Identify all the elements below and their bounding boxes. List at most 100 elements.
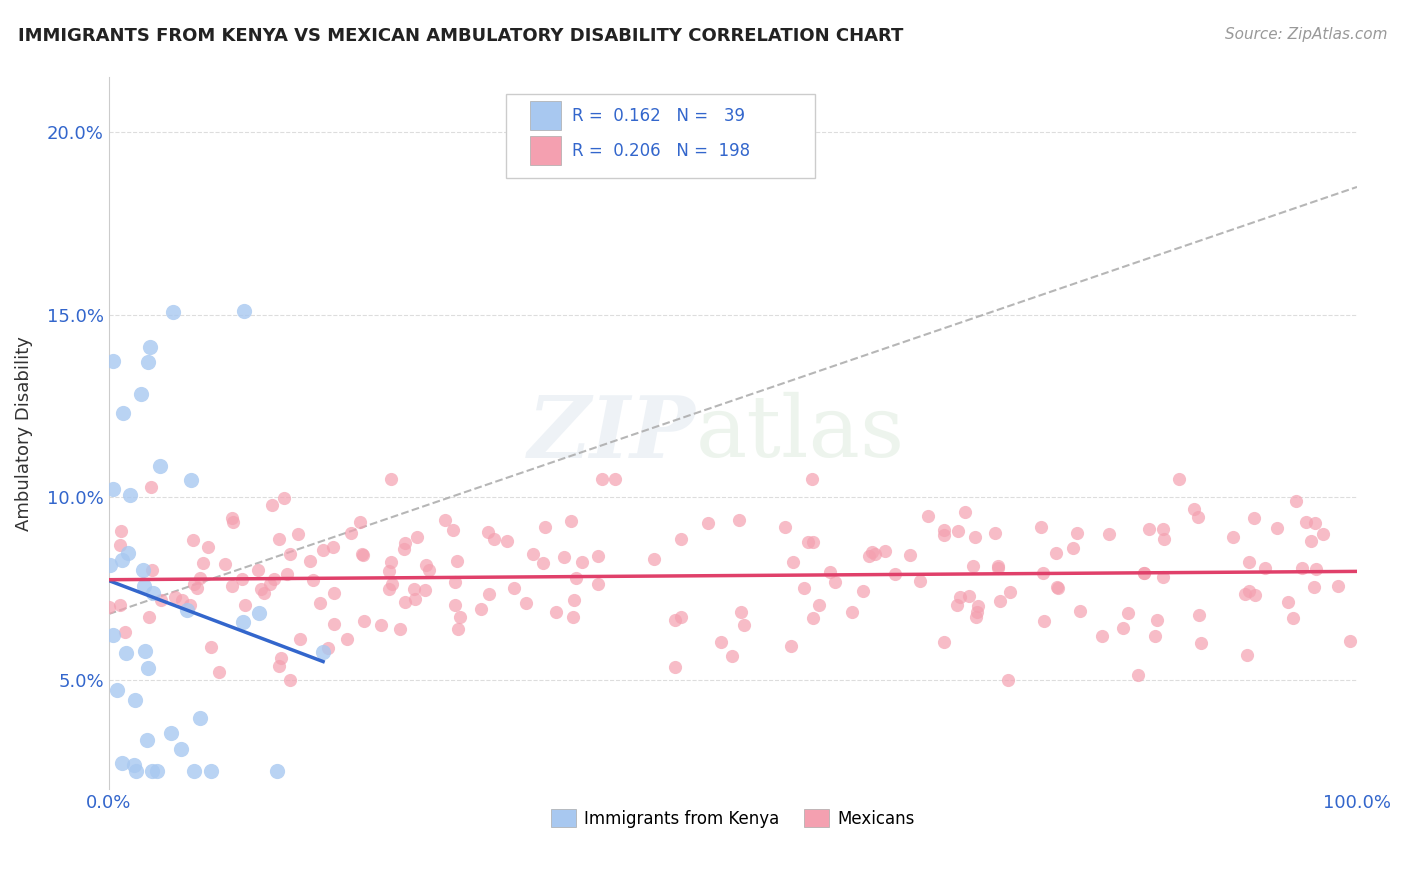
Point bbox=[208, 665, 231, 679]
Point bbox=[115, 646, 138, 660]
Point bbox=[1312, 527, 1334, 541]
Point bbox=[112, 406, 135, 420]
Point bbox=[404, 591, 426, 606]
Point bbox=[278, 673, 301, 687]
Point bbox=[221, 579, 243, 593]
Point bbox=[197, 540, 219, 554]
Point bbox=[696, 516, 718, 530]
Point bbox=[862, 545, 884, 559]
Point bbox=[1045, 546, 1067, 560]
Point bbox=[1265, 520, 1288, 534]
Point bbox=[352, 548, 374, 562]
Point bbox=[1126, 667, 1149, 681]
Point bbox=[247, 606, 270, 620]
Point bbox=[149, 593, 172, 607]
Point bbox=[1237, 555, 1260, 569]
Point bbox=[534, 520, 557, 534]
Point bbox=[299, 554, 322, 568]
Point bbox=[1303, 516, 1326, 531]
Point bbox=[149, 458, 172, 473]
Point bbox=[503, 581, 526, 595]
Point bbox=[824, 575, 846, 590]
Text: IMMIGRANTS FROM KENYA VS MEXICAN AMBULATORY DISABILITY CORRELATION CHART: IMMIGRANTS FROM KENYA VS MEXICAN AMBULAT… bbox=[18, 27, 904, 45]
Point bbox=[183, 764, 205, 778]
Point bbox=[380, 472, 402, 486]
Point bbox=[267, 659, 290, 673]
Point bbox=[110, 524, 132, 538]
Point bbox=[1066, 526, 1088, 541]
Point bbox=[232, 303, 254, 318]
Point bbox=[111, 553, 134, 567]
Point bbox=[188, 571, 211, 585]
Point bbox=[1112, 621, 1135, 635]
Point bbox=[162, 304, 184, 318]
Point bbox=[544, 606, 567, 620]
Point bbox=[449, 610, 471, 624]
Point bbox=[179, 598, 201, 612]
Point bbox=[247, 563, 270, 577]
Point bbox=[710, 634, 733, 648]
Point bbox=[949, 590, 972, 604]
Point bbox=[380, 555, 402, 569]
Point bbox=[962, 559, 984, 574]
Point bbox=[522, 547, 544, 561]
Point bbox=[413, 582, 436, 597]
Point bbox=[287, 526, 309, 541]
Point bbox=[381, 576, 404, 591]
Point bbox=[1233, 587, 1256, 601]
Point bbox=[643, 551, 665, 566]
Text: R =  0.206   N =  198: R = 0.206 N = 198 bbox=[572, 142, 751, 160]
Point bbox=[250, 582, 273, 596]
Point bbox=[967, 599, 990, 614]
Point bbox=[222, 516, 245, 530]
Text: ZIP: ZIP bbox=[527, 392, 696, 475]
Point bbox=[1327, 579, 1350, 593]
Text: R =  0.162   N =   39: R = 0.162 N = 39 bbox=[572, 107, 745, 125]
Point bbox=[118, 488, 141, 502]
Point bbox=[267, 533, 290, 547]
Point bbox=[406, 530, 429, 544]
Point bbox=[108, 598, 131, 612]
Point bbox=[402, 582, 425, 597]
Point bbox=[664, 659, 686, 673]
Point bbox=[134, 644, 156, 658]
Point bbox=[1237, 583, 1260, 598]
Point bbox=[1098, 526, 1121, 541]
Point bbox=[340, 526, 363, 541]
Point bbox=[1189, 636, 1212, 650]
Point bbox=[782, 555, 804, 569]
Point bbox=[443, 598, 465, 612]
Point bbox=[934, 634, 956, 648]
Point bbox=[316, 641, 339, 656]
Point bbox=[139, 341, 162, 355]
Point bbox=[1285, 493, 1308, 508]
Point bbox=[1222, 530, 1244, 544]
Point bbox=[1033, 614, 1056, 628]
Point bbox=[564, 572, 586, 586]
Point bbox=[733, 618, 755, 632]
Point bbox=[105, 682, 128, 697]
Point bbox=[101, 483, 124, 497]
Point bbox=[965, 530, 987, 544]
Point bbox=[884, 566, 907, 581]
Point bbox=[145, 764, 167, 778]
Point bbox=[664, 613, 686, 627]
Point bbox=[852, 584, 875, 599]
Point bbox=[1299, 533, 1322, 548]
Point bbox=[183, 576, 205, 591]
Point bbox=[588, 549, 610, 564]
Point bbox=[349, 515, 371, 529]
Point bbox=[273, 491, 295, 505]
Point bbox=[309, 596, 332, 610]
Point bbox=[1305, 562, 1327, 576]
Point bbox=[998, 585, 1021, 599]
Point bbox=[138, 609, 160, 624]
Point bbox=[434, 513, 457, 527]
Point bbox=[170, 742, 193, 756]
Point bbox=[163, 590, 186, 604]
Point bbox=[188, 710, 211, 724]
Point bbox=[1133, 566, 1156, 580]
Point bbox=[957, 589, 980, 603]
Point bbox=[470, 602, 492, 616]
Point bbox=[858, 549, 880, 564]
